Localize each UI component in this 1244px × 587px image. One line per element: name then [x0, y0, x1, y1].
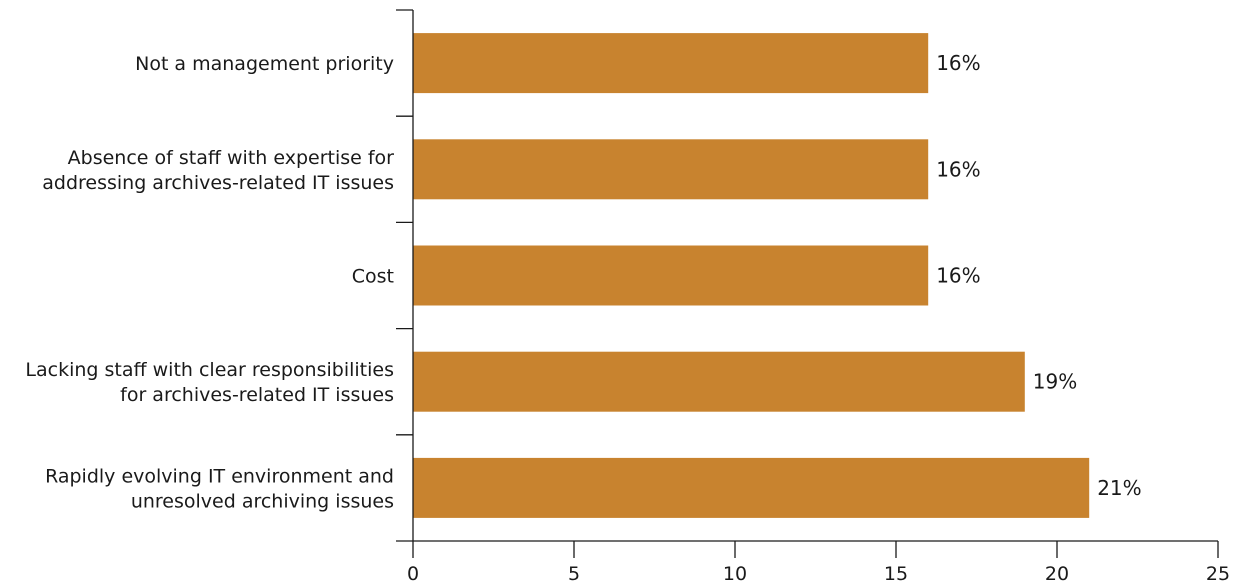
data-label-1: 16%: [936, 51, 980, 75]
x-tick-label-25: 25: [1206, 563, 1230, 585]
x-tick-label-5: 5: [568, 563, 580, 585]
category-label-2: Absence of staff with expertise for addre…: [42, 147, 394, 194]
category-label-line: for archives-related IT issues: [120, 384, 394, 406]
bar-5: [413, 457, 1090, 518]
bar-3: [413, 245, 929, 306]
data-label-5: 21%: [1097, 476, 1141, 500]
category-label-1: Not a management priority: [135, 53, 394, 75]
labels-layer: 16% Not a management priority 16% Absence o…: [25, 51, 1230, 585]
category-label-4: Lacking staff with clear responsibilitie…: [25, 359, 394, 406]
category-label-line: Not a management priority: [135, 53, 394, 75]
category-label-line: Absence of staff with expertise for: [68, 147, 395, 169]
data-label-4: 19%: [1033, 370, 1077, 394]
x-tick-label-10: 10: [723, 563, 747, 585]
bar-4: [413, 351, 1025, 412]
x-tick-label-0: 0: [407, 563, 419, 585]
category-label-line: Lacking staff with clear responsibilitie…: [25, 359, 394, 381]
bar-2: [413, 139, 929, 200]
category-label-line: Rapidly evolving IT environment and: [45, 465, 394, 487]
category-label-line: unresolved archiving issues: [131, 490, 394, 512]
axis-layer: [396, 9, 1219, 558]
data-label-3: 16%: [936, 264, 980, 288]
data-label-2: 16%: [936, 157, 980, 181]
category-label-5: Rapidly evolving IT environment and unres…: [45, 465, 394, 512]
bars-layer: [413, 33, 1090, 518]
x-tick-label-15: 15: [884, 563, 908, 585]
bar-1: [413, 33, 929, 94]
category-label-line: addressing archives-related IT issues: [42, 172, 394, 194]
category-label-line: Cost: [352, 266, 394, 288]
x-tick-label-20: 20: [1045, 563, 1069, 585]
category-label-3: Cost: [352, 266, 394, 288]
